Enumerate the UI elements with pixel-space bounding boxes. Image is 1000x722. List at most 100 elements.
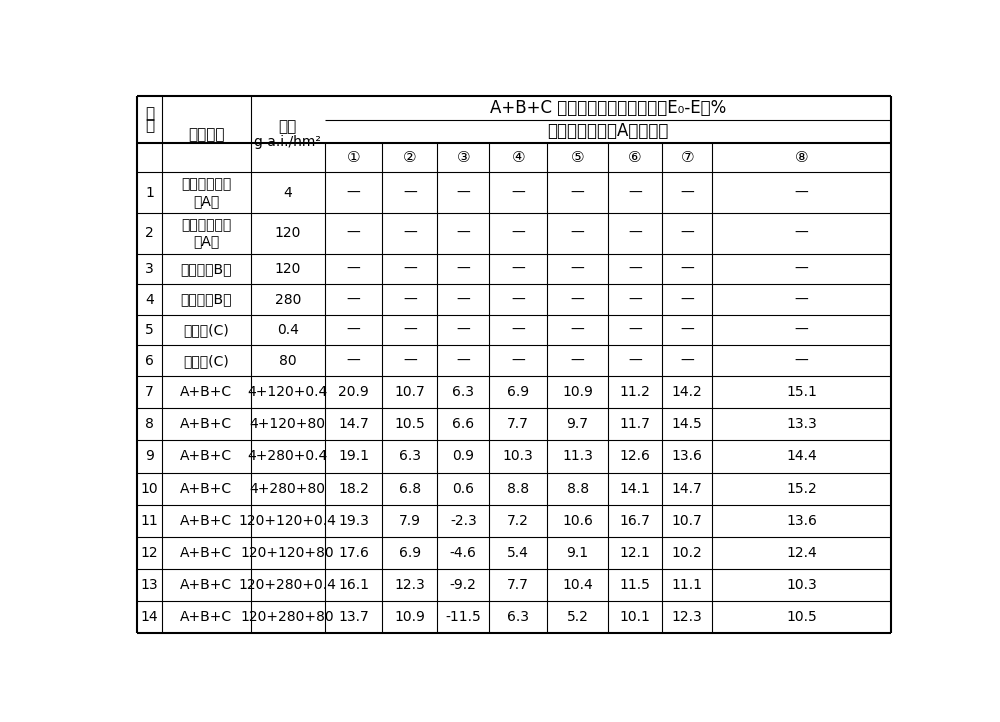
Text: 6.3: 6.3: [399, 450, 421, 464]
Text: 120+120+80: 120+120+80: [241, 546, 335, 560]
Text: 14: 14: [141, 610, 158, 625]
Text: 120+280+80: 120+280+80: [241, 610, 335, 625]
Text: 草甘膚（B）: 草甘膚（B）: [181, 292, 232, 307]
Text: -2.3: -2.3: [450, 514, 477, 528]
Text: 10.6: 10.6: [562, 514, 593, 528]
Text: ⑦: ⑦: [680, 150, 694, 165]
Text: 1: 1: [145, 186, 154, 200]
Text: 10.2: 10.2: [672, 546, 703, 560]
Text: —: —: [680, 354, 694, 367]
Text: 9: 9: [145, 450, 154, 464]
Text: —: —: [403, 292, 417, 307]
Text: —: —: [571, 292, 584, 307]
Text: —: —: [795, 292, 808, 307]
Text: 19.3: 19.3: [338, 514, 369, 528]
Text: 20.9: 20.9: [338, 385, 369, 399]
Text: 4+280+0.4: 4+280+0.4: [248, 450, 328, 464]
Text: 14.4: 14.4: [786, 450, 817, 464]
Text: 11.5: 11.5: [620, 578, 650, 592]
Text: 19.1: 19.1: [338, 450, 369, 464]
Text: 18.2: 18.2: [338, 482, 369, 495]
Text: 12.1: 12.1: [620, 546, 650, 560]
Text: 7: 7: [145, 385, 154, 399]
Text: ③: ③: [456, 150, 470, 165]
Text: 剂量: 剂量: [279, 119, 297, 134]
Text: 2: 2: [145, 226, 154, 240]
Text: 16.1: 16.1: [338, 578, 369, 592]
Text: —: —: [571, 186, 584, 200]
Text: g a.i./hm²: g a.i./hm²: [254, 135, 321, 149]
Text: 10.4: 10.4: [562, 578, 593, 592]
Text: 7.7: 7.7: [507, 578, 529, 592]
Text: —: —: [403, 354, 417, 367]
Text: —: —: [795, 226, 808, 240]
Text: —: —: [403, 323, 417, 337]
Text: —: —: [456, 292, 470, 307]
Text: —: —: [571, 323, 584, 337]
Text: —: —: [628, 262, 642, 276]
Text: —: —: [347, 226, 360, 240]
Text: 广谱性除草剂
（A）: 广谱性除草剂 （A）: [181, 178, 232, 208]
Text: 4: 4: [145, 292, 154, 307]
Text: 10.5: 10.5: [394, 417, 425, 431]
Text: —: —: [795, 354, 808, 367]
Text: 17.6: 17.6: [338, 546, 369, 560]
Text: —: —: [347, 323, 360, 337]
Text: 3: 3: [145, 262, 154, 276]
Text: —: —: [456, 226, 470, 240]
Text: 6.9: 6.9: [399, 546, 421, 560]
Text: 4+120+80: 4+120+80: [250, 417, 326, 431]
Text: 10.3: 10.3: [786, 578, 817, 592]
Text: A+B+C: A+B+C: [180, 417, 232, 431]
Text: 8: 8: [145, 417, 154, 431]
Text: 4+120+0.4: 4+120+0.4: [248, 385, 328, 399]
Text: —: —: [680, 292, 694, 307]
Text: 80: 80: [279, 354, 297, 367]
Text: 6.3: 6.3: [507, 610, 529, 625]
Text: 6.6: 6.6: [452, 417, 474, 431]
Text: 6.9: 6.9: [507, 385, 529, 399]
Text: A+B+C: A+B+C: [180, 514, 232, 528]
Text: 草甘膚（B）: 草甘膚（B）: [181, 262, 232, 276]
Text: 广谱性除草剂（A）的种类: 广谱性除草剂（A）的种类: [547, 123, 669, 141]
Text: 号: 号: [145, 118, 154, 134]
Text: ①: ①: [347, 150, 360, 165]
Text: -11.5: -11.5: [445, 610, 481, 625]
Text: 11: 11: [141, 514, 158, 528]
Text: 9.7: 9.7: [567, 417, 589, 431]
Text: 13.6: 13.6: [786, 514, 817, 528]
Text: A+B+C: A+B+C: [180, 450, 232, 464]
Text: —: —: [511, 323, 525, 337]
Text: A+B+C: A+B+C: [180, 578, 232, 592]
Text: 10.1: 10.1: [620, 610, 650, 625]
Text: —: —: [628, 186, 642, 200]
Text: 11.7: 11.7: [620, 417, 650, 431]
Text: 11.3: 11.3: [562, 450, 593, 464]
Text: 12.6: 12.6: [620, 450, 650, 464]
Text: —: —: [403, 186, 417, 200]
Text: 6: 6: [145, 354, 154, 367]
Text: —: —: [680, 262, 694, 276]
Text: 6.3: 6.3: [452, 385, 474, 399]
Text: ⑥: ⑥: [628, 150, 642, 165]
Text: 10.9: 10.9: [394, 610, 425, 625]
Text: 10.7: 10.7: [672, 514, 703, 528]
Text: 药剂名称: 药剂名称: [188, 126, 225, 142]
Text: 120+280+0.4: 120+280+0.4: [239, 578, 337, 592]
Text: 120: 120: [275, 226, 301, 240]
Text: 10.7: 10.7: [394, 385, 425, 399]
Text: 0.6: 0.6: [452, 482, 474, 495]
Text: —: —: [628, 292, 642, 307]
Text: A+B+C: A+B+C: [180, 385, 232, 399]
Text: —: —: [628, 226, 642, 240]
Text: 5.2: 5.2: [567, 610, 589, 625]
Text: 8.8: 8.8: [507, 482, 529, 495]
Text: 14.7: 14.7: [338, 417, 369, 431]
Text: —: —: [795, 186, 808, 200]
Text: —: —: [511, 262, 525, 276]
Text: 唷草酮(C): 唷草酮(C): [184, 354, 229, 367]
Text: 0.4: 0.4: [277, 323, 299, 337]
Text: 5: 5: [145, 323, 154, 337]
Text: 序: 序: [145, 106, 154, 121]
Text: —: —: [456, 186, 470, 200]
